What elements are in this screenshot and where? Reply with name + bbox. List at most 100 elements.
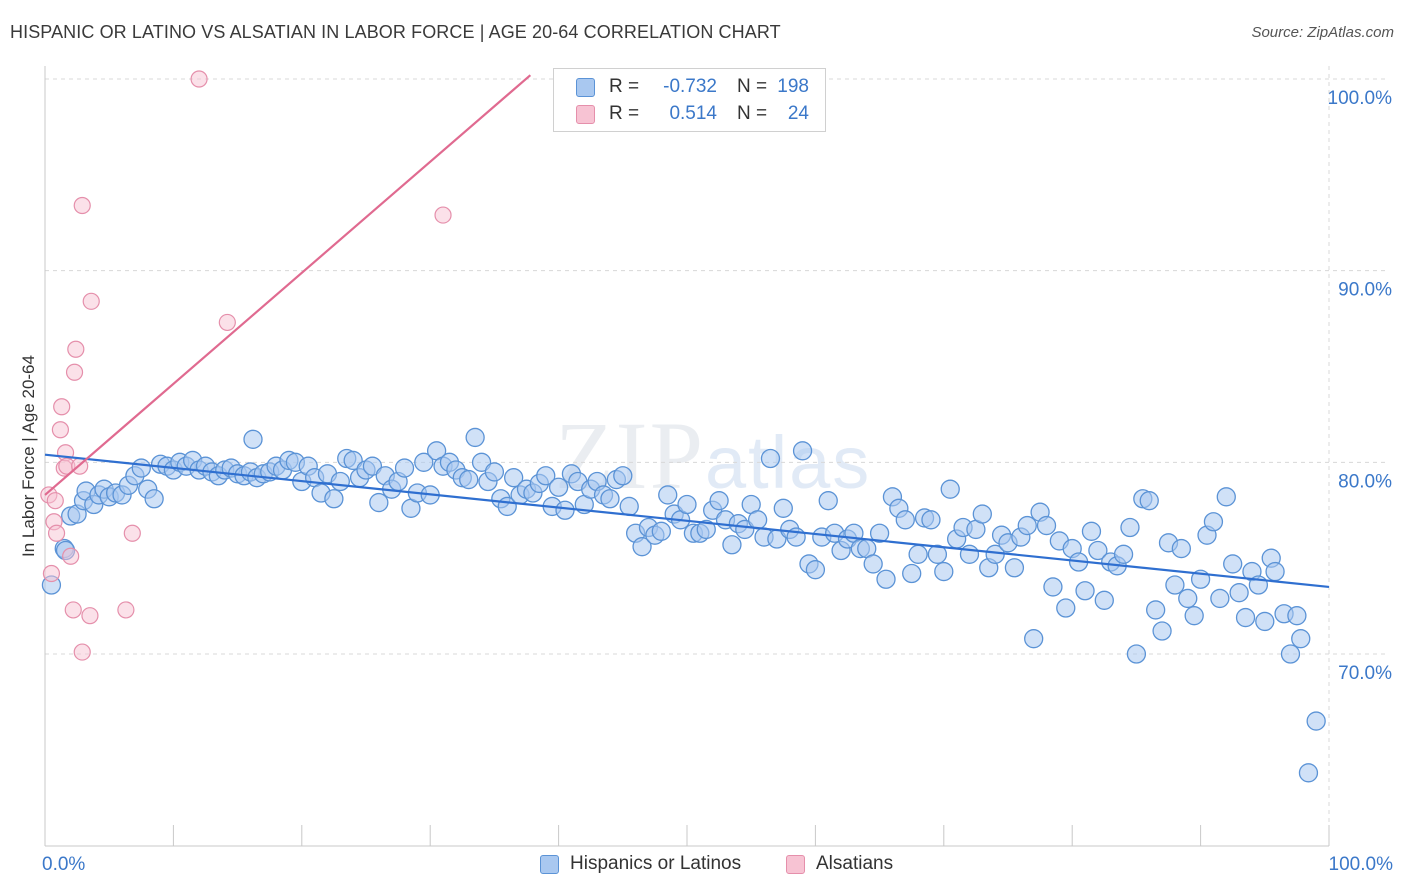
hispanic-point (1004, 558, 1025, 578)
hispanic-point (1043, 577, 1063, 597)
bottom-legend-label-hispanics: Hispanics or Latinos (570, 853, 742, 874)
hispanic-point (1081, 521, 1102, 541)
bottom-legend-label-alsatians: Alsatians (816, 853, 894, 874)
hispanic-point (465, 427, 485, 448)
hispanic-point (548, 477, 569, 497)
hispanic-point (1210, 588, 1230, 609)
watermark: ZIPatlas (555, 400, 871, 511)
alsatian-point (65, 363, 84, 381)
alsatian-point (73, 196, 91, 215)
hispanic-point (735, 519, 755, 540)
hispanic-point (1017, 515, 1037, 536)
hispanic-point (1235, 607, 1256, 628)
hispanic-point (1152, 621, 1172, 641)
hispanic-trend-line (44, 453, 1330, 589)
alsatian-point (123, 524, 141, 542)
alsatian-point (218, 313, 236, 332)
hispanic-point (1036, 515, 1057, 536)
hispanic-point (773, 498, 793, 518)
hispanic-point (934, 561, 954, 582)
hispanic-point (1139, 491, 1159, 511)
alsatian-point (46, 492, 64, 510)
legend-r-value: 0.514 (669, 103, 717, 124)
hispanic-point (863, 554, 883, 574)
hispanic-point (1291, 629, 1311, 649)
hispanic-point (369, 492, 389, 513)
hispanic-point (677, 494, 697, 515)
hispanic-point (1165, 575, 1185, 595)
hispanic-point (722, 535, 742, 555)
hispanic-point (805, 560, 826, 580)
tick-labels: 70.0% 80.0% 90.0% 100.0% 0.0% 100.0% In Labor … (19, 88, 1393, 875)
hispanic-point (1024, 629, 1044, 649)
hispanic-point (818, 491, 838, 511)
hispanic-point (1094, 590, 1114, 610)
hispanic-point (504, 468, 524, 488)
alsatian-point (81, 607, 99, 625)
alsatian-point (62, 547, 80, 565)
x-tick-label: 0.0% (42, 854, 85, 875)
alsatian-point (64, 601, 82, 619)
hispanic-point (940, 479, 960, 499)
correlation-legend: R = -0.732 N = 198 R = 0.514 N = 24 (553, 68, 826, 132)
hispanic-point (1178, 588, 1198, 609)
hispanic-point (658, 485, 678, 505)
hispanic-point (144, 489, 164, 509)
hispanic-point (792, 441, 813, 461)
hispanic-point (651, 521, 671, 541)
alsatian-point (190, 70, 208, 88)
hispanic-point (1075, 581, 1095, 601)
hispanic-point (1287, 606, 1307, 626)
legend-row-hispanics: R = -0.732 N = 198 (576, 74, 809, 100)
hispanic-point (876, 569, 896, 589)
hispanic-point (536, 466, 556, 486)
hispanic-point (343, 450, 363, 471)
hispanic-point (895, 510, 915, 530)
hispanic-point (1088, 540, 1108, 561)
hispanic-point (243, 429, 263, 449)
legend-r-label: R = (609, 76, 640, 97)
y-tick-label: 80.0% (1338, 471, 1392, 492)
legend-row-alsatians: R = 0.514 N = 24 (576, 101, 809, 127)
source-label: Source: ZipAtlas.com (1251, 24, 1394, 41)
hispanic-point (1113, 544, 1134, 564)
hispanic-point (1229, 583, 1249, 603)
gridlines (45, 66, 1389, 846)
y-tick-label: 90.0% (1338, 280, 1392, 301)
hispanic-point (959, 544, 980, 564)
alsatian-point (73, 643, 91, 661)
hispanic-point (927, 544, 948, 564)
hispanic-point (1298, 763, 1319, 783)
y-axis-title: In Labor Force | Age 20-64 (19, 355, 38, 557)
legend-n-label: N = (737, 103, 768, 124)
watermark-atlas: atlas (705, 421, 872, 504)
hispanic-point (1184, 606, 1204, 626)
hispanic-point (414, 452, 434, 472)
series-alsatians-points (40, 70, 452, 661)
trend-lines (44, 74, 1330, 589)
legend-swatch-pink (576, 104, 595, 124)
alsatian-point (53, 398, 71, 416)
hispanic-point (921, 510, 941, 530)
hispanic-point (1265, 561, 1285, 582)
bottom-legend-alsatians: Alsatians (786, 851, 893, 877)
hispanic-point (972, 504, 992, 524)
alsatian-point (42, 564, 61, 583)
hispanic-point (459, 469, 479, 490)
alsatian-point (47, 524, 66, 542)
hispanic-point (600, 489, 620, 509)
hispanic-point (747, 510, 768, 530)
y-tick-label: 70.0% (1338, 663, 1392, 684)
hispanic-point (619, 496, 639, 517)
hispanic-point (1146, 600, 1166, 620)
hispanic-point (1223, 554, 1243, 574)
hispanic-point (1056, 598, 1076, 618)
alsatian-point (434, 206, 452, 224)
y-tick-label: 100.0% (1328, 88, 1393, 109)
legend-r-label: R = (609, 103, 640, 124)
alsatian-point (82, 292, 100, 310)
hispanic-point (1171, 538, 1191, 559)
hispanic-point (1120, 517, 1140, 538)
hispanic-point (1216, 487, 1236, 507)
chart-title: HISPANIC OR LATINO VS ALSATIAN IN LABOR … (10, 22, 781, 42)
